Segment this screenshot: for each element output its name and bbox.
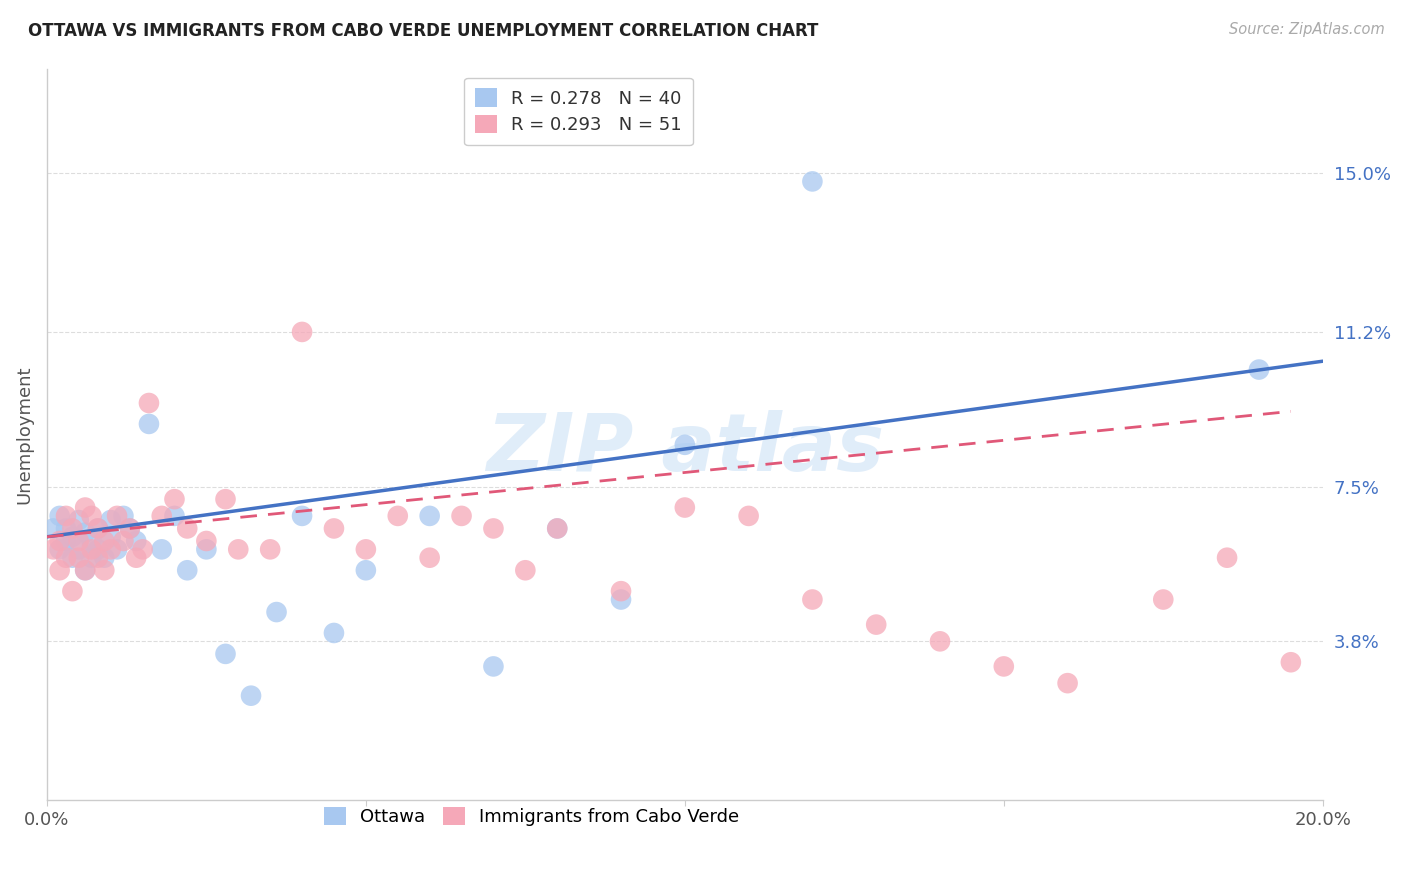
Point bbox=[87, 521, 110, 535]
Point bbox=[55, 533, 77, 548]
Point bbox=[240, 689, 263, 703]
Point bbox=[55, 508, 77, 523]
Point bbox=[55, 550, 77, 565]
Point bbox=[131, 542, 153, 557]
Point bbox=[259, 542, 281, 557]
Point bbox=[105, 542, 128, 557]
Point bbox=[60, 521, 83, 535]
Point bbox=[75, 563, 97, 577]
Point bbox=[482, 521, 505, 535]
Point bbox=[118, 521, 141, 535]
Point bbox=[125, 533, 148, 548]
Point bbox=[150, 542, 173, 557]
Point bbox=[610, 584, 633, 599]
Text: OTTAWA VS IMMIGRANTS FROM CABO VERDE UNEMPLOYMENT CORRELATION CHART: OTTAWA VS IMMIGRANTS FROM CABO VERDE UNE… bbox=[28, 22, 818, 40]
Point bbox=[150, 508, 173, 523]
Point bbox=[546, 521, 568, 535]
Point bbox=[387, 508, 409, 523]
Point bbox=[1056, 676, 1078, 690]
Point bbox=[80, 508, 103, 523]
Point bbox=[291, 508, 314, 523]
Point bbox=[195, 542, 218, 557]
Point bbox=[176, 563, 198, 577]
Point bbox=[673, 500, 696, 515]
Point bbox=[801, 592, 824, 607]
Point bbox=[1247, 362, 1270, 376]
Point bbox=[42, 521, 65, 535]
Point bbox=[801, 174, 824, 188]
Point bbox=[354, 542, 377, 557]
Text: Source: ZipAtlas.com: Source: ZipAtlas.com bbox=[1229, 22, 1385, 37]
Point bbox=[48, 542, 70, 557]
Point bbox=[1216, 550, 1239, 565]
Point bbox=[214, 647, 236, 661]
Point bbox=[176, 521, 198, 535]
Point bbox=[80, 550, 103, 565]
Point bbox=[419, 508, 441, 523]
Point bbox=[75, 563, 97, 577]
Point bbox=[93, 563, 115, 577]
Point bbox=[60, 530, 83, 544]
Point bbox=[163, 508, 186, 523]
Point bbox=[515, 563, 537, 577]
Point bbox=[60, 584, 83, 599]
Point bbox=[482, 659, 505, 673]
Point bbox=[138, 417, 160, 431]
Point bbox=[87, 521, 110, 535]
Point bbox=[195, 533, 218, 548]
Point bbox=[67, 542, 90, 557]
Point bbox=[75, 525, 97, 540]
Y-axis label: Unemployment: Unemployment bbox=[15, 365, 32, 504]
Point bbox=[323, 626, 346, 640]
Point bbox=[419, 550, 441, 565]
Point bbox=[67, 550, 90, 565]
Point bbox=[75, 500, 97, 515]
Point bbox=[60, 550, 83, 565]
Point bbox=[55, 521, 77, 535]
Point bbox=[112, 508, 135, 523]
Point bbox=[610, 592, 633, 607]
Point bbox=[93, 550, 115, 565]
Point bbox=[865, 617, 887, 632]
Point bbox=[87, 550, 110, 565]
Point bbox=[929, 634, 952, 648]
Point bbox=[112, 533, 135, 548]
Point bbox=[354, 563, 377, 577]
Point bbox=[48, 563, 70, 577]
Point bbox=[48, 508, 70, 523]
Point bbox=[546, 521, 568, 535]
Point bbox=[450, 508, 472, 523]
Point bbox=[48, 533, 70, 548]
Point bbox=[125, 550, 148, 565]
Point bbox=[138, 396, 160, 410]
Point bbox=[67, 513, 90, 527]
Point bbox=[42, 542, 65, 557]
Point bbox=[100, 542, 122, 557]
Point bbox=[93, 533, 115, 548]
Point bbox=[737, 508, 759, 523]
Point bbox=[993, 659, 1015, 673]
Point bbox=[1279, 655, 1302, 669]
Point bbox=[118, 521, 141, 535]
Point bbox=[291, 325, 314, 339]
Point bbox=[80, 542, 103, 557]
Point bbox=[323, 521, 346, 535]
Point bbox=[80, 533, 103, 548]
Point bbox=[226, 542, 249, 557]
Point bbox=[1152, 592, 1174, 607]
Text: ZIP atlas: ZIP atlas bbox=[485, 410, 884, 488]
Legend: Ottawa, Immigrants from Cabo Verde: Ottawa, Immigrants from Cabo Verde bbox=[315, 797, 748, 835]
Point bbox=[163, 492, 186, 507]
Point bbox=[214, 492, 236, 507]
Point bbox=[87, 542, 110, 557]
Point bbox=[100, 530, 122, 544]
Point bbox=[67, 533, 90, 548]
Point bbox=[673, 438, 696, 452]
Point bbox=[266, 605, 288, 619]
Point bbox=[105, 508, 128, 523]
Point bbox=[100, 513, 122, 527]
